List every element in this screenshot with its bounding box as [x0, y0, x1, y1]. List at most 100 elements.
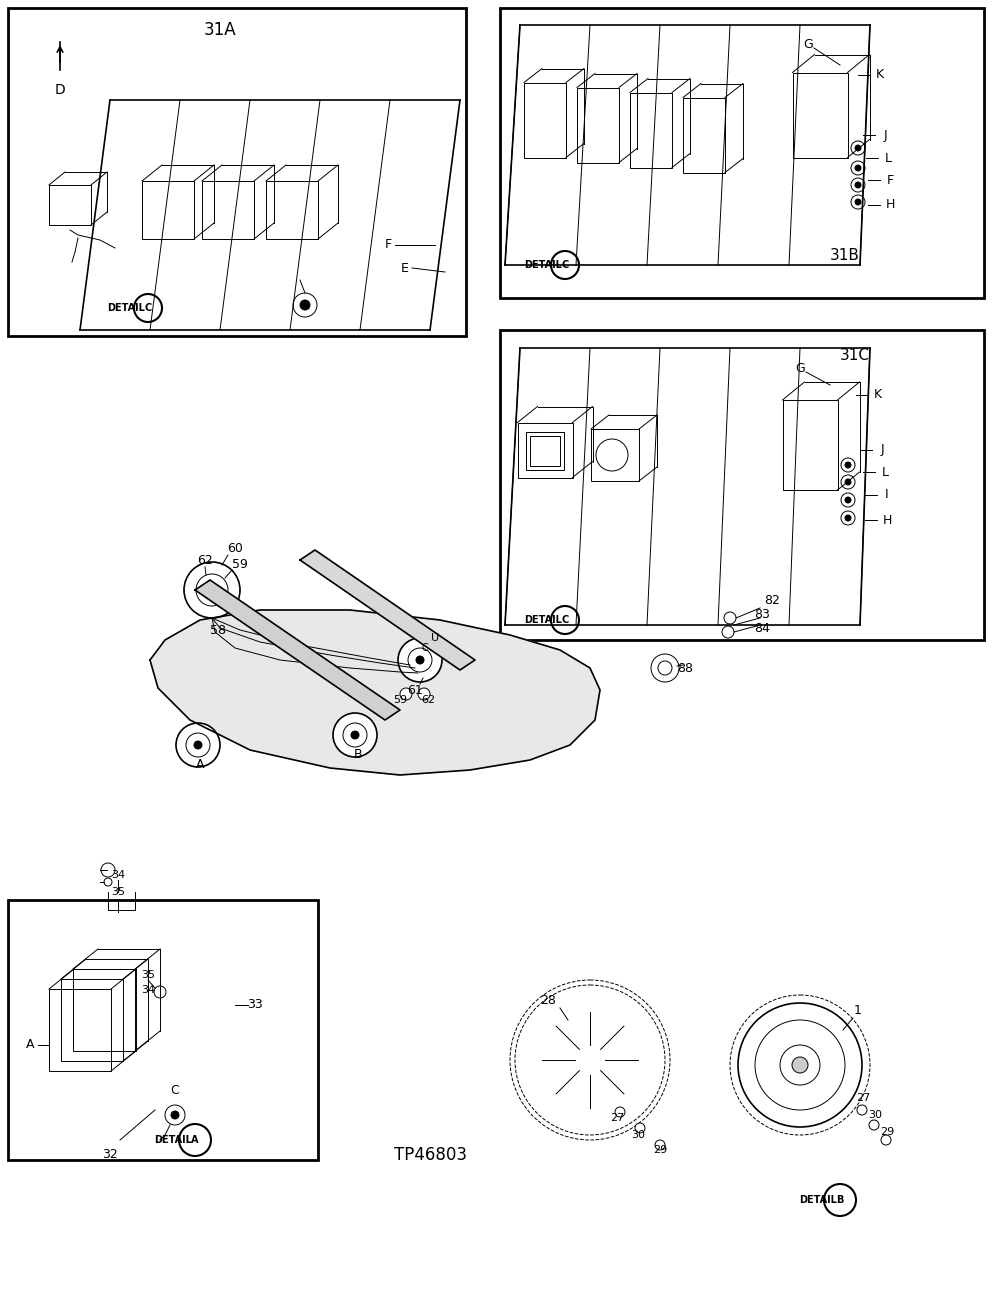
Text: H: H [885, 198, 895, 211]
Text: 59: 59 [393, 695, 407, 705]
Bar [142, 181, 194, 239]
Text: H: H [882, 514, 892, 527]
Circle shape [418, 688, 430, 700]
Text: DETAIL: DETAIL [525, 615, 562, 625]
Text: C: C [171, 1083, 180, 1096]
Bar [793, 72, 847, 158]
Text: 27: 27 [610, 1113, 624, 1123]
Text: 62: 62 [197, 554, 213, 567]
Text: 28: 28 [540, 994, 556, 1007]
Text: J: J [880, 444, 884, 457]
Bar [73, 969, 135, 1051]
Text: B: B [836, 1194, 843, 1205]
Circle shape [196, 575, 228, 606]
Circle shape [855, 166, 861, 171]
Text: 31A: 31A [203, 21, 236, 39]
Text: F: F [385, 238, 392, 251]
Text: K: K [874, 388, 882, 401]
Text: 34: 34 [141, 985, 155, 995]
Bar [630, 92, 672, 167]
Bar [8, 901, 318, 1159]
Text: 33: 33 [247, 999, 263, 1012]
Circle shape [400, 688, 412, 700]
Circle shape [578, 1048, 602, 1071]
Circle shape [658, 661, 672, 675]
Polygon shape [150, 609, 600, 775]
Circle shape [560, 1030, 620, 1090]
Circle shape [722, 626, 734, 638]
Circle shape [551, 606, 579, 634]
Circle shape [398, 638, 442, 682]
Text: 88: 88 [677, 661, 693, 674]
Text: DETAIL: DETAIL [525, 260, 562, 270]
Circle shape [333, 713, 377, 757]
Circle shape [851, 141, 865, 155]
Circle shape [206, 584, 218, 597]
Text: 27: 27 [856, 1093, 870, 1102]
Circle shape [293, 292, 317, 317]
Circle shape [857, 1105, 867, 1115]
Circle shape [792, 1057, 808, 1073]
Text: 59: 59 [232, 559, 248, 572]
Polygon shape [195, 580, 400, 719]
Circle shape [176, 723, 220, 767]
Circle shape [841, 511, 855, 525]
Bar [500, 330, 984, 641]
Text: 29: 29 [880, 1127, 894, 1137]
Text: 61: 61 [407, 683, 423, 696]
Circle shape [851, 179, 865, 192]
Text: K: K [876, 69, 884, 82]
Circle shape [841, 475, 855, 489]
Bar [8, 8, 466, 336]
Circle shape [522, 992, 658, 1128]
Circle shape [845, 497, 851, 503]
Polygon shape [300, 550, 475, 670]
Circle shape [738, 1003, 862, 1127]
Text: DETAIL: DETAIL [107, 303, 146, 313]
Bar [591, 430, 639, 481]
Bar [577, 88, 619, 163]
Circle shape [855, 145, 861, 151]
Text: C: C [145, 303, 152, 313]
Text: C: C [561, 615, 568, 625]
Text: 60: 60 [227, 541, 243, 555]
Text: 30: 30 [868, 1110, 882, 1121]
Circle shape [351, 731, 359, 739]
Circle shape [869, 1121, 879, 1130]
Bar [266, 181, 318, 239]
Bar [526, 432, 564, 470]
Circle shape [724, 612, 736, 624]
Circle shape [300, 300, 310, 311]
Circle shape [651, 653, 679, 682]
Circle shape [855, 199, 861, 204]
Bar [518, 423, 572, 477]
Text: 35: 35 [141, 970, 155, 980]
Text: C: C [422, 643, 429, 653]
Circle shape [824, 1184, 856, 1216]
Text: 35: 35 [111, 886, 125, 897]
Text: G: G [804, 39, 812, 52]
Text: 29: 29 [653, 1145, 668, 1156]
Text: F: F [887, 173, 894, 186]
Circle shape [165, 1105, 185, 1124]
Circle shape [540, 1011, 640, 1110]
Circle shape [881, 1135, 891, 1145]
Circle shape [845, 479, 851, 485]
Circle shape [184, 562, 240, 619]
Text: 58: 58 [210, 624, 226, 637]
Circle shape [179, 1124, 211, 1156]
Text: L: L [885, 151, 892, 164]
Circle shape [845, 462, 851, 468]
Circle shape [780, 1046, 820, 1084]
Text: I: I [885, 489, 889, 502]
Bar [49, 989, 111, 1071]
Bar [500, 8, 984, 298]
Text: 84: 84 [754, 621, 770, 634]
Text: U: U [431, 633, 439, 643]
Circle shape [416, 656, 424, 664]
Text: G: G [796, 361, 805, 374]
Circle shape [635, 1123, 645, 1134]
Bar [524, 83, 566, 158]
Bar [530, 436, 560, 466]
Circle shape [408, 648, 432, 672]
